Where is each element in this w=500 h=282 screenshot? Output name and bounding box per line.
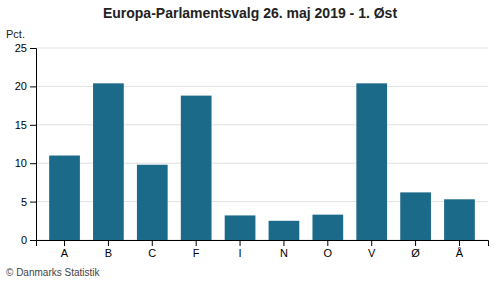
y-tick-label: 0: [21, 234, 27, 246]
title: Europa-Parlamentsvalg 26. maj 2019 - 1. …: [103, 5, 397, 21]
bars: [49, 83, 475, 240]
x-tick-mark: [152, 240, 153, 246]
y-tick-mark: [30, 240, 36, 241]
bar: [312, 215, 343, 240]
bar: [137, 165, 168, 240]
x-tick-label: Å: [456, 247, 464, 259]
x-tick-mark: [415, 240, 416, 246]
bar: [93, 83, 124, 240]
y-tick-label: 20: [15, 80, 27, 92]
x-tick: V: [368, 240, 376, 259]
y-tick: 25: [15, 42, 36, 54]
bar: [49, 156, 80, 240]
x-tick: F: [193, 240, 200, 259]
bar: [225, 215, 256, 240]
x-axis: ABCFINOVØÅ: [37, 240, 489, 259]
x-tick-label: C: [148, 247, 156, 259]
y-tick: 15: [15, 119, 36, 131]
y-tick-mark: [30, 48, 36, 49]
x-tick-label: B: [105, 247, 112, 259]
y-tick-label: 10: [15, 157, 27, 169]
y-tick-label: 5: [21, 196, 27, 208]
x-tick: B: [105, 240, 112, 259]
x-axis-line: [37, 241, 489, 247]
grid-line: [36, 48, 488, 49]
x-tick-label: N: [280, 247, 288, 259]
x-tick: I: [239, 240, 242, 259]
y-tick: 0: [21, 234, 36, 246]
x-tick-mark: [196, 240, 197, 246]
y-tick-label: 25: [15, 42, 27, 54]
x-tick-mark: [240, 240, 241, 246]
x-tick-label: Ø: [411, 247, 420, 259]
bar: [181, 96, 212, 240]
x-tick-mark: [108, 240, 109, 246]
y-tick: 20: [15, 80, 36, 92]
y-axis-label: Pct.: [6, 28, 25, 40]
x-tick-label: V: [368, 247, 376, 259]
x-tick-label: A: [61, 247, 69, 259]
y-axis: 0 5 10 15 20 25: [15, 42, 37, 246]
bar: [269, 221, 300, 240]
bar: [356, 83, 387, 240]
x-tick: C: [148, 240, 156, 259]
bar: [444, 199, 475, 240]
y-tick-mark: [30, 163, 36, 164]
x-tick-mark: [371, 240, 372, 246]
chart: Europa-Parlamentsvalg 26. maj 2019 - 1. …: [0, 0, 500, 282]
x-tick: Å: [456, 240, 464, 259]
plot-area: 0 5 10 15 20 25 A B C F I N O V Ø Å: [15, 42, 489, 259]
y-tick-mark: [30, 125, 36, 126]
y-tick-mark: [30, 86, 36, 87]
x-tick-mark: [327, 240, 328, 246]
x-tick-mark: [283, 240, 284, 246]
y-tick: 5: [21, 196, 36, 208]
x-tick: Ø: [411, 240, 420, 259]
y-axis-line: [30, 49, 37, 241]
x-tick-label: F: [193, 247, 200, 259]
x-tick-mark: [64, 240, 65, 246]
x-tick: O: [324, 240, 333, 259]
y-tick-label: 15: [15, 119, 27, 131]
x-tick-label: O: [324, 247, 333, 259]
x-tick-label: I: [239, 247, 242, 259]
bar: [400, 192, 431, 240]
x-tick: A: [61, 240, 69, 259]
y-tick-mark: [30, 202, 36, 203]
y-tick: 10: [15, 157, 36, 169]
footer: © Danmarks Statistik: [6, 267, 101, 278]
x-tick: N: [280, 240, 288, 259]
grid: [36, 48, 488, 240]
x-tick-mark: [459, 240, 460, 246]
